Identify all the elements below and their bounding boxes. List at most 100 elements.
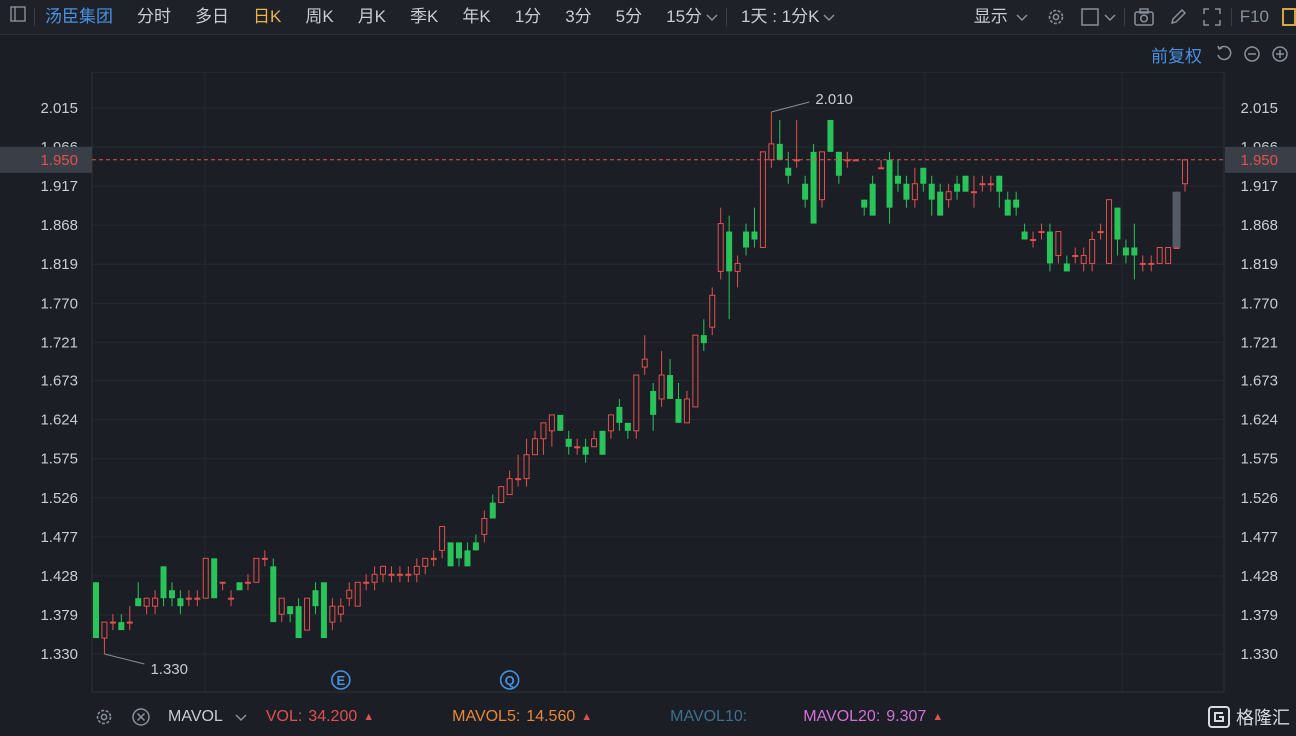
candle-body-up [607,414,614,432]
current-price-label-left: 1.950 [40,152,78,169]
period-dropdown-chevron-icon[interactable] [706,0,724,34]
candle-body-down [160,566,167,599]
candle-body-up [987,183,994,186]
display-menu[interactable]: 显示 [973,7,1008,26]
mavol20-value: 9.307 [886,708,927,725]
multi-period-chevron-icon[interactable] [823,0,839,34]
candle-body-up [734,262,741,272]
candle-body-up [363,581,370,584]
plot-frame [91,72,1225,693]
candle-body-down [751,231,758,240]
zoom-out-icon[interactable] [1240,42,1264,66]
candle-body-up [970,191,977,194]
candle-body-up [515,478,522,481]
event-marker-label: E [336,673,345,688]
y-tick-label-left: 1.624 [40,412,78,429]
candle-body-up [979,183,986,186]
current-price-label-right: 1.950 [1240,152,1278,169]
sidebar-toggle-icon[interactable] [0,0,32,34]
candle-body-up [531,438,538,456]
tab-period-1min[interactable]: 1分 [514,7,542,26]
y-tick-label-right: 1.721 [1240,334,1278,351]
candle-body-up [1165,246,1172,264]
candle-body-up [304,597,311,631]
fullscreen-icon[interactable] [1200,5,1224,29]
tab-period-daily[interactable]: 日K [253,7,282,26]
y-tick-label-left: 1.526 [40,490,78,507]
candle-body-up [548,414,555,432]
candle-body-down [565,438,572,447]
candle-body-up [143,597,150,607]
f10-button[interactable]: F10 [1239,7,1269,26]
candle-body-down [810,151,817,224]
reset-icon[interactable] [1212,42,1236,66]
candle-body-up [1148,262,1155,265]
tab-period-3min[interactable]: 3分 [565,7,592,26]
candle-body-down [667,375,674,399]
candle-body-down [599,430,606,455]
layout-square-icon[interactable] [1078,5,1102,29]
candle-body-up [481,517,488,535]
vol-label: VOL: [265,708,303,725]
camera-icon[interactable] [1132,5,1156,29]
candle-body-up [405,573,412,576]
live-volume-bar [1172,191,1181,248]
tab-period-5min[interactable]: 5分 [615,7,643,26]
candle-body-up [194,597,201,600]
candle-body-down [312,590,319,607]
y-tick-label-left: 1.770 [40,295,78,312]
display-chevron-icon[interactable] [1010,5,1034,29]
tab-period-15min[interactable]: 15分 [666,7,703,26]
side-panel-icon[interactable] [1280,5,1296,29]
mavol5-label: MAVOL5: [452,708,521,725]
y-tick-label-right: 1.770 [1240,295,1278,312]
y-tick-label-right: 1.868 [1240,217,1278,234]
tab-period-intraday[interactable]: 分时 [137,7,171,26]
mavol20-up-arrow-icon: ▲ [932,711,944,723]
candle-body-down [1114,207,1121,240]
candle-body-up [1055,231,1062,256]
current-price-tag-right [1225,146,1296,173]
tab-period-weekly[interactable]: 周K [305,7,334,26]
candle-body-down [557,414,564,431]
indicator-settings-gear-icon[interactable] [92,705,116,729]
max-price-leader [771,101,810,113]
candle-body-up [506,478,513,496]
candle-body-up [540,422,547,440]
candle-body-down [1004,199,1011,216]
zoom-in-icon[interactable] [1268,42,1292,66]
min-price-leader [104,653,145,665]
candle-body-up [1030,239,1037,242]
candle-body-down [996,175,1003,192]
multi-period-select[interactable]: 1天 : 1分K [741,7,820,26]
candle-body-up [109,621,116,624]
toolbar-divider [1230,8,1232,26]
indicator-chevron-icon[interactable] [229,705,253,729]
pencil-icon[interactable] [1166,5,1190,29]
indicator-name[interactable]: MAVOL [168,708,223,725]
mavol5-up-arrow-icon: ▲ [581,711,593,723]
candle-body-up [261,557,268,560]
gear-icon[interactable] [1044,5,1068,29]
y-tick-label-left: 1.428 [40,568,78,585]
candle-body-down [1046,231,1053,264]
layout-chevron-icon[interactable] [1103,5,1117,29]
candle-body-down [464,550,471,567]
tab-period-multiday[interactable]: 多日 [195,7,229,26]
tab-period-quarterly[interactable]: 季K [410,7,439,26]
candlestick-chart[interactable]: 2.0152.0151.9661.9661.9171.9171.8681.868… [0,72,1296,696]
mavol5-value: 14.560 [526,708,576,725]
candle-body-up [244,581,251,584]
indicator-close-icon[interactable] [129,705,153,729]
candle-body-up [768,143,775,161]
candle-body-up [641,358,648,368]
candle-body-down [168,590,175,599]
tab-period-monthly[interactable]: 月K [357,7,387,26]
candle-body-up [1080,254,1087,264]
tab-period-yearly[interactable]: 年K [462,7,491,26]
indicator-bar: MAVOL VOL: 34.200 ▲ MAVOL5: 14.560 ▲ MAV… [0,698,1296,736]
candle-body-up [1139,262,1146,265]
candle-body-up [878,167,885,170]
stock-name[interactable]: 汤臣集团 [45,7,113,26]
adjust-mode-button[interactable]: 前复权 [1151,46,1202,66]
